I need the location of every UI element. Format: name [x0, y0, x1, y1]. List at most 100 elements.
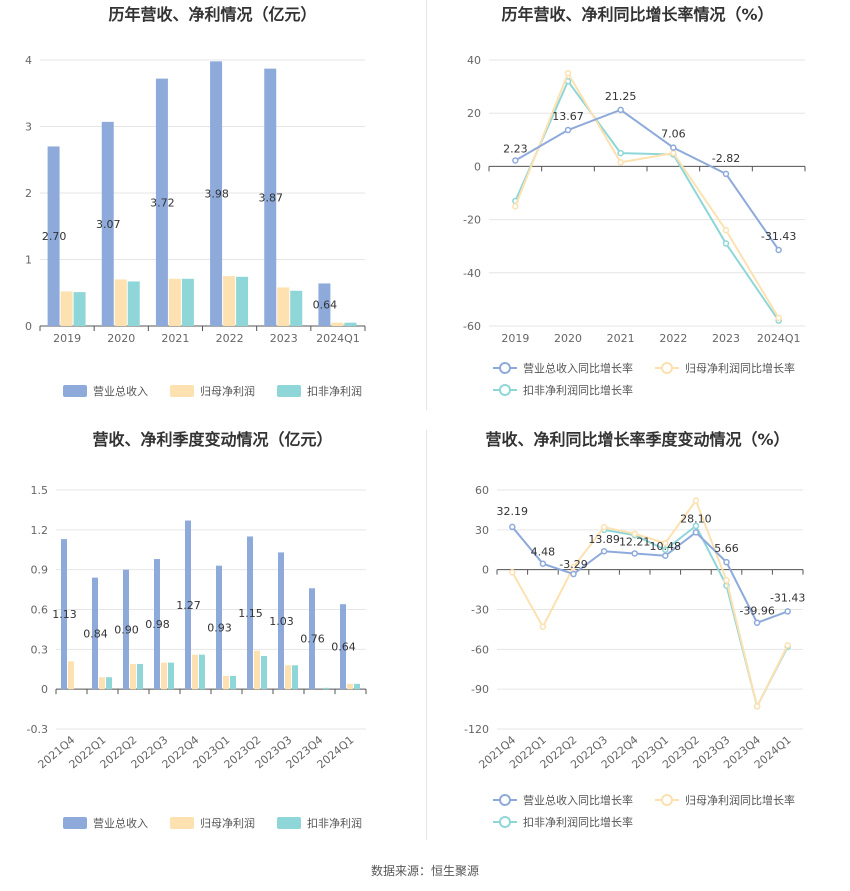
legend-swatch: [277, 817, 301, 829]
bar-value-label: 0.84: [83, 627, 108, 640]
bar-归母净利润: [99, 677, 105, 690]
point-归母净利润同比增长率: [512, 203, 519, 210]
y-tick-label: 2: [25, 187, 32, 200]
bar-扣非净利润: [106, 677, 112, 690]
legend-marker: [499, 362, 511, 374]
bar-营业总收入: [247, 536, 253, 690]
legend-swatch: [277, 385, 301, 397]
bar-归母净利润: [331, 322, 344, 326]
bar-扣非净利润: [73, 292, 86, 326]
bar-value-label: 3.87: [259, 191, 284, 204]
bar-value-label: 2.70: [42, 230, 67, 243]
point-归母净利润同比增长率: [617, 159, 624, 166]
point-value-label: -31.43: [761, 230, 796, 243]
bar-归母净利润: [168, 278, 181, 326]
point-value-label: 4.48: [531, 546, 556, 559]
bar-value-label: 0.64: [313, 299, 338, 312]
legend-label: 归母净利润同比增长率: [685, 361, 795, 375]
point-营业总收入同比增长率: [631, 550, 638, 557]
bar-归母净利润: [114, 279, 127, 326]
point-营业总收入同比增长率: [723, 558, 730, 566]
point-value-label: 10.48: [650, 540, 682, 553]
quarterly-growth-chart: 营收、净利同比增长率季度变动情况（%） -120 -90 -60 -30 0 30 60 202…: [425, 425, 850, 855]
point-营业总收入同比增长率: [509, 523, 516, 531]
bar-value-label: 3.07: [96, 218, 121, 231]
y-tick-label: 1.5: [31, 484, 49, 497]
point-value-label: 12.21: [619, 535, 651, 548]
bar-扣非净利润: [181, 278, 194, 326]
bar-value-label: 1.13: [52, 608, 77, 621]
point-营业总收入同比增长率: [775, 246, 782, 254]
bar-value-label: 0.93: [207, 621, 232, 634]
bar-营业总收入: [264, 68, 277, 327]
legend-label: 扣非净利润: [307, 816, 362, 830]
bar-归母净利润: [223, 675, 229, 690]
bar-value-label: 0.98: [145, 618, 170, 631]
point-营业总收入同比增长率: [600, 547, 608, 555]
bar-扣非净利润: [137, 663, 143, 690]
bar-营业总收入: [216, 565, 222, 690]
line-归母净利润同比增长率: [511, 498, 789, 710]
point-营业总收入同比增长率: [784, 608, 791, 615]
point-value-label: 13.89: [588, 533, 620, 546]
y-tick-label: -120: [464, 723, 489, 736]
bar-营业总收入: [92, 577, 98, 690]
bar-营业总收入: [61, 539, 67, 690]
quarterly-growth-svg: 营收、净利同比增长率季度变动情况（%）-120-90-60-3003060202…: [464, 430, 805, 829]
point-归母净利润同比增长率: [692, 497, 700, 504]
point-归母净利润同比增长率: [753, 703, 761, 710]
bar-扣非净利润: [236, 276, 249, 326]
bar-归母净利润: [60, 291, 73, 326]
y-tick-label: 40: [467, 54, 481, 67]
bar-扣非净利润: [290, 290, 303, 326]
x-tick-label: 2022: [659, 332, 687, 345]
legend-marker: [499, 384, 511, 396]
bar-归母净利润: [347, 683, 353, 690]
legend-swatch: [63, 385, 87, 397]
y-tick-label: 0: [482, 564, 489, 577]
annual-amount-chart: 历年营收、净利情况（亿元） 0 1 2 3 4 2019 2020 2021 2022 2023 20…: [0, 0, 425, 420]
legend-label: 营业总收入同比增长率: [523, 361, 633, 375]
bar-营业总收入: [210, 61, 223, 326]
x-tick-label: 2023: [712, 332, 740, 345]
bar-营业总收入: [47, 146, 60, 326]
bar-value-label: 1.03: [269, 615, 294, 628]
point-归母净利润同比增长率: [600, 523, 608, 531]
line-归母净利润同比增长率: [514, 71, 780, 319]
point-value-label: 28.10: [680, 512, 712, 525]
legend-swatch: [170, 817, 194, 829]
legend-marker: [661, 362, 673, 374]
point-归母净利润同比增长率: [570, 563, 577, 571]
y-tick-label: -20: [463, 214, 481, 227]
bar-扣非净利润: [168, 662, 174, 690]
point-营业总收入同比增长率: [539, 560, 547, 567]
y-tick-label: -60: [463, 320, 481, 333]
x-tick-label: 2021: [607, 332, 635, 345]
y-tick-label: 1: [25, 254, 32, 267]
point-value-label: 5.66: [714, 542, 739, 555]
y-tick-label: 0: [474, 160, 481, 173]
x-tick-label: 2023: [270, 332, 298, 345]
point-营业总收入同比增长率: [662, 552, 669, 560]
bar-归母净利润: [161, 662, 167, 690]
bar-归母净利润: [223, 276, 236, 326]
point-营业总收入同比增长率: [617, 106, 624, 114]
bar-value-label: 1.15: [238, 607, 263, 620]
y-tick-label: -40: [463, 267, 481, 280]
point-value-label: 13.67: [552, 110, 584, 123]
point-归母净利润同比增长率: [670, 149, 677, 157]
point-value-label: 2.23: [503, 142, 527, 155]
point-value-label: -3.29: [559, 558, 587, 571]
point-营业总收入同比增长率: [564, 126, 572, 134]
point-归母净利润同比增长率: [631, 530, 638, 538]
y-tick-label: 0: [41, 683, 48, 696]
point-value-label: 21.25: [605, 90, 637, 103]
legend-swatch: [63, 817, 87, 829]
chart-title: 历年营收、净利情况（亿元）: [108, 5, 316, 24]
point-营业总收入同比增长率: [670, 144, 677, 151]
point-归母净利润同比增长率: [539, 623, 547, 631]
chart-title: 历年营收、净利同比增长率情况（%）: [501, 5, 773, 24]
bar-扣非净利润: [323, 687, 329, 690]
y-tick-label: -0.3: [27, 723, 48, 736]
legend-label: 归母净利润: [200, 816, 255, 830]
